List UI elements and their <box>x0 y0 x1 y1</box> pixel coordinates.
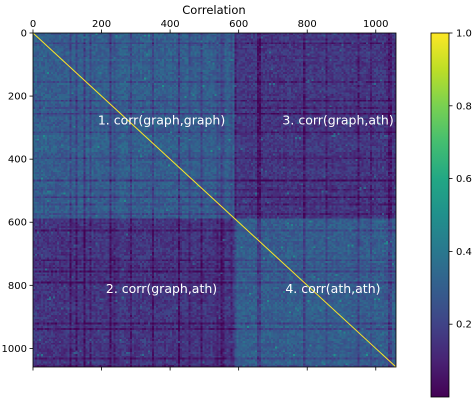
y-tick-label: 800 <box>8 281 27 292</box>
colorbar-tick-label: 0.4 <box>456 247 472 258</box>
x-tick-label: 0 <box>30 19 36 30</box>
quadrant-label-4: 4. corr(ath,ath) <box>285 281 380 296</box>
quadrant-label-1: 1. corr(graph,graph) <box>98 112 225 127</box>
colorbar-tick-label: 1.0 <box>456 29 472 40</box>
diagonal-line <box>32 32 397 368</box>
x-tick-label: 400 <box>161 19 180 30</box>
colorbar: 1.0 0.8 0.6 0.4 0.2 <box>430 29 472 398</box>
heatmap <box>32 32 397 368</box>
x-tick-label: 800 <box>298 19 317 30</box>
colorbar-gradient <box>430 32 450 398</box>
x-tick-label: 200 <box>92 19 111 30</box>
quadrant-labels: 1. corr(graph,graph) 3. corr(graph,ath) 2.… <box>98 112 394 296</box>
colorbar-tick-label: 0.8 <box>456 101 472 112</box>
y-tick-label: 200 <box>8 92 27 103</box>
quadrant-label-3: 2. corr(graph,ath) <box>106 281 217 296</box>
colorbar-tick-label: 0.6 <box>456 174 472 185</box>
x-tick-label: 1000 <box>363 19 388 30</box>
y-tick-label: 0 <box>21 29 27 40</box>
axes: 0 200 400 600 800 1000 0 200 400 600 800 1000 <box>2 19 397 371</box>
axes-frame <box>32 32 397 368</box>
y-tick-label: 600 <box>8 218 27 229</box>
chart-title: Correlation <box>182 3 245 17</box>
x-tick-label: 600 <box>229 19 248 30</box>
quadrant-label-2: 3. corr(graph,ath) <box>282 112 393 127</box>
colorbar-tick-label: 0.2 <box>456 320 472 331</box>
y-tick-label: 400 <box>8 155 27 166</box>
y-tick-label: 1000 <box>2 344 27 355</box>
